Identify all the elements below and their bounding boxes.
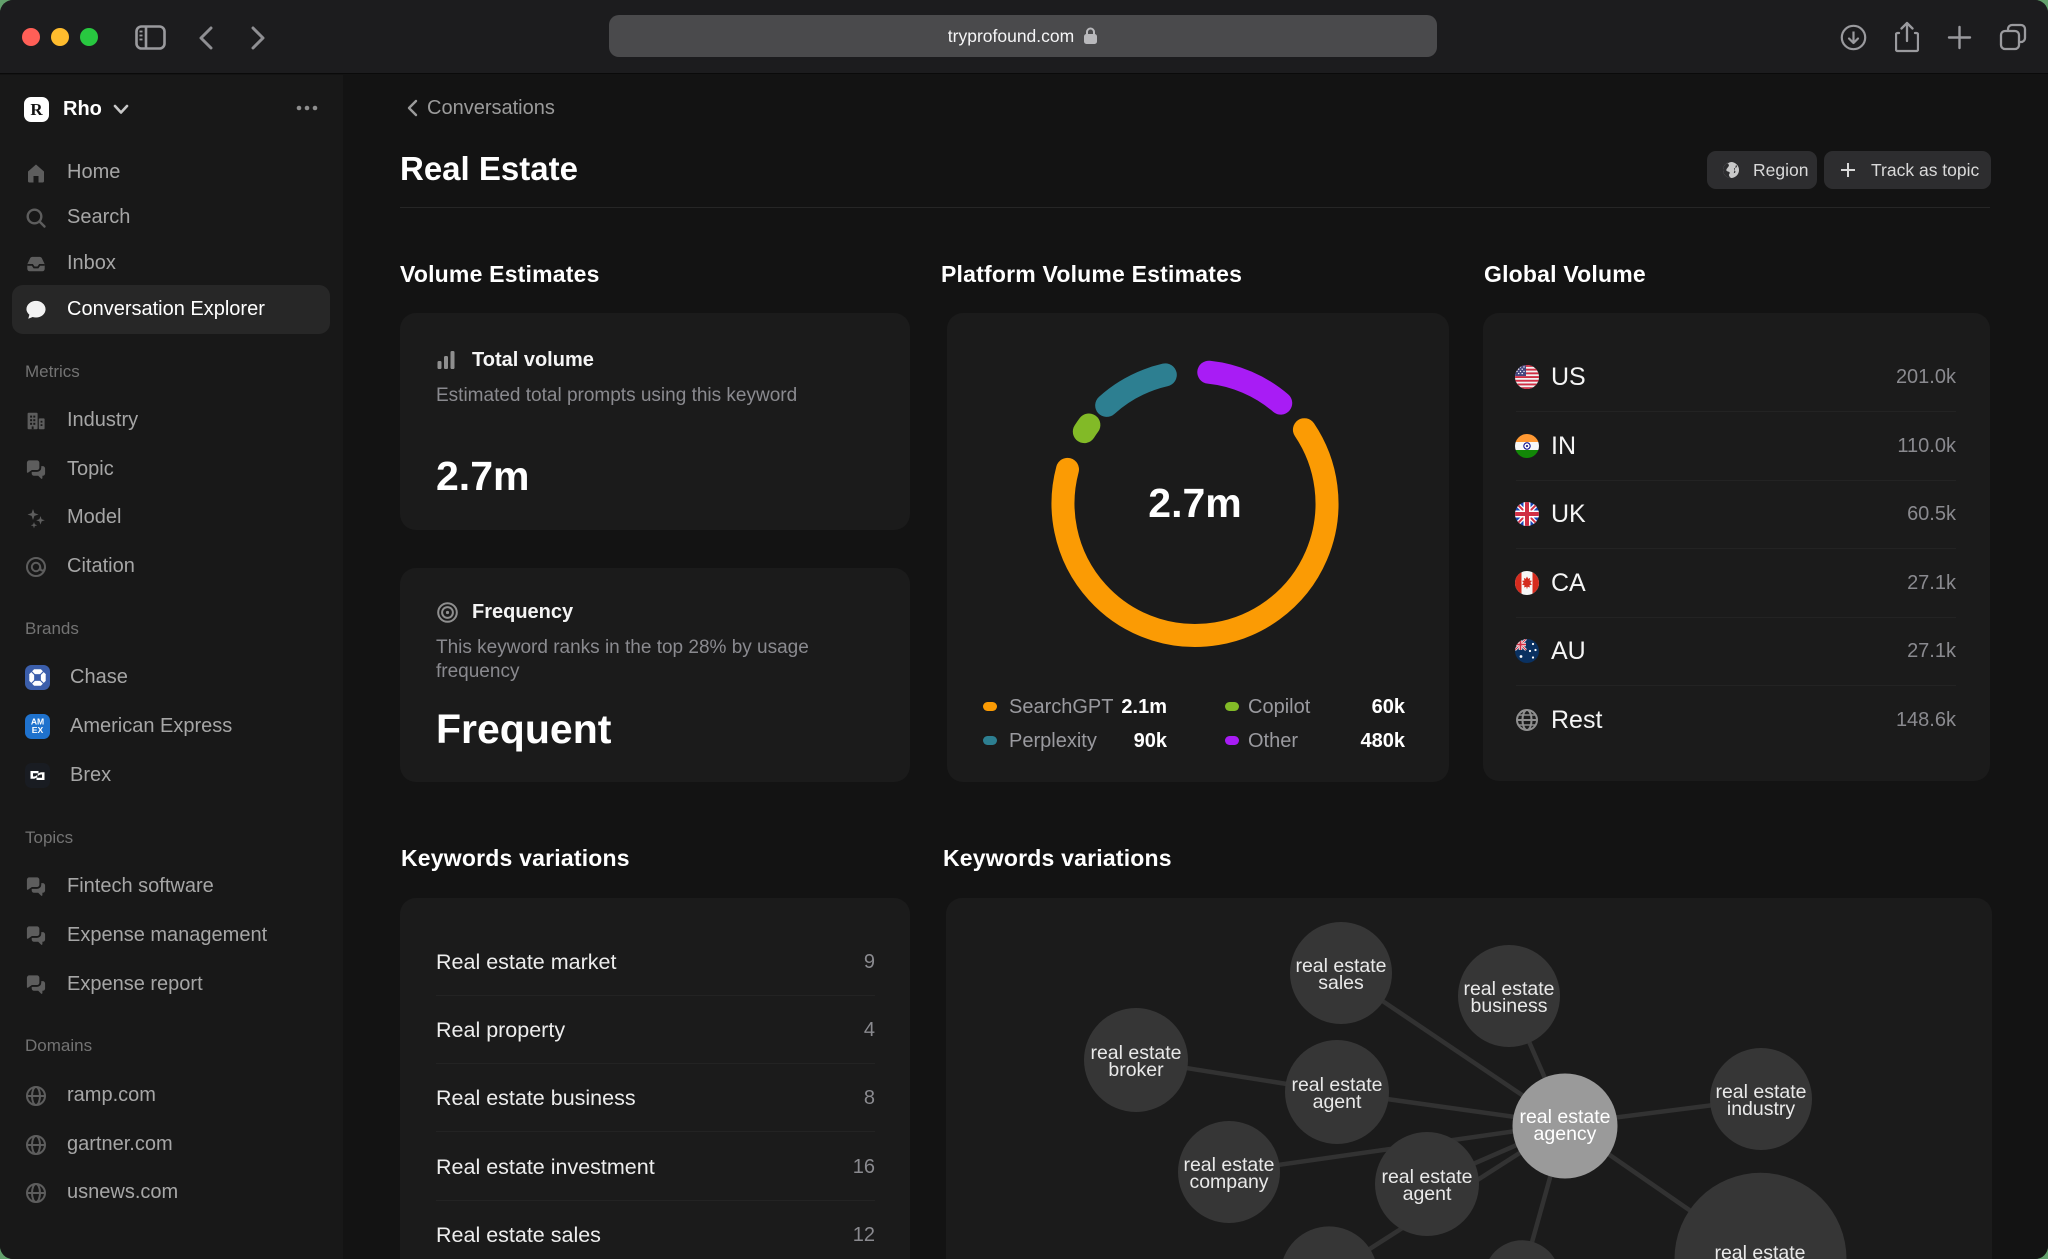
svg-text:real estate: real estate <box>1090 1042 1181 1064</box>
svg-text:agency: agency <box>1534 1123 1597 1145</box>
svg-text:industry: industry <box>1727 1098 1796 1120</box>
svg-text:real estate: real estate <box>1715 1081 1806 1103</box>
svg-text:real estate: real estate <box>1291 1074 1382 1096</box>
svg-text:broker: broker <box>1108 1059 1164 1081</box>
svg-text:sales: sales <box>1318 972 1364 994</box>
svg-text:real estate: real estate <box>1183 1154 1274 1176</box>
svg-text:business: business <box>1471 995 1548 1017</box>
svg-text:real estate: real estate <box>1519 1106 1610 1128</box>
svg-text:real estate: real estate <box>1463 978 1554 1000</box>
svg-text:real estate: real estate <box>1381 1166 1472 1188</box>
svg-text:real estate: real estate <box>1295 955 1386 977</box>
svg-text:AM: AM <box>31 716 44 726</box>
svg-text:agent: agent <box>1313 1091 1362 1113</box>
svg-text:real estate: real estate <box>1714 1242 1805 1259</box>
svg-text:agent: agent <box>1403 1183 1452 1205</box>
svg-text:EX: EX <box>32 725 44 735</box>
svg-text:company: company <box>1189 1171 1268 1193</box>
